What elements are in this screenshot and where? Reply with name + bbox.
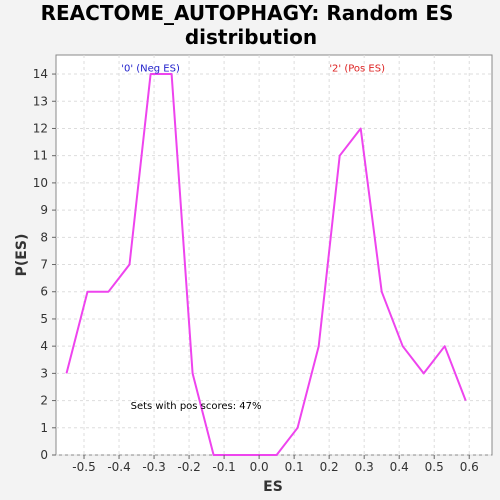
x-tick-label: 0.2: [320, 460, 339, 474]
x-tick-label: -0.5: [72, 460, 95, 474]
plot-area: [55, 54, 493, 456]
chart-annotation: '0' (Neg ES): [121, 64, 180, 75]
y-tick-label: 6: [40, 285, 48, 299]
x-tick-label: 0.1: [285, 460, 304, 474]
x-tick-label: 0.0: [250, 460, 269, 474]
x-tick-label: -0.4: [107, 460, 130, 474]
y-tick-label: 12: [33, 121, 48, 135]
x-tick-label: -0.1: [212, 460, 235, 474]
x-tick-label: 0.3: [355, 460, 374, 474]
y-tick-label: 10: [33, 176, 48, 190]
line-layer: [65, 73, 467, 456]
y-tick-label: 4: [40, 339, 48, 353]
y-axis-label: P(ES): [14, 234, 30, 277]
chart-annotation: Sets with pos scores: 47%: [131, 401, 262, 412]
x-tick-label: -0.3: [142, 460, 165, 474]
x-axis-label: ES: [263, 479, 283, 495]
x-tick-label: 0.5: [425, 460, 444, 474]
y-tick-label: 2: [40, 394, 48, 408]
x-tick-label: -0.2: [177, 460, 200, 474]
y-tick-label: 13: [33, 94, 48, 108]
y-tick-label: 9: [40, 203, 48, 217]
y-tick-label: 7: [40, 258, 48, 272]
annotation-layer: '0' (Neg ES) '2' (Pos ES) Sets with pos sc…: [121, 64, 385, 412]
x-tick-label: 0.4: [390, 460, 409, 474]
y-tick-label: 11: [33, 149, 48, 163]
y-tick-label: 1: [40, 421, 48, 435]
y-tick-label: 14: [33, 67, 48, 81]
y-tick-label: 0: [40, 448, 48, 462]
y-tick-label: 5: [40, 312, 48, 326]
chart-annotation: '2' (Pos ES): [329, 64, 385, 75]
chart-title-line-2: distribution: [185, 25, 317, 49]
chart-title-line-1: REACTOME_AUTOPHAGY: Random ES: [41, 1, 454, 25]
y-tick-label: 3: [40, 366, 48, 380]
x-tick-label: 0.6: [460, 460, 479, 474]
tick-layer: -0.5 -0.4 -0.3 -0.2 -0.1 0.0 0.1 0.2 0.3 0.4 0.5 0.…: [33, 67, 479, 474]
series-line: [65, 73, 467, 456]
y-tick-label: 8: [40, 230, 48, 244]
